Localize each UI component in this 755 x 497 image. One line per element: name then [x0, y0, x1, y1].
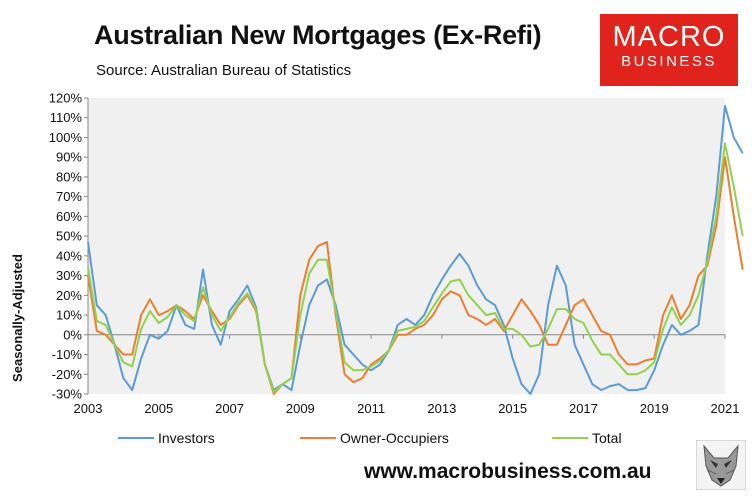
legend-label-owner-occupiers: Owner-Occupiers	[340, 430, 449, 446]
y-tick-label: 80%	[56, 169, 82, 184]
series-line-total	[87, 142, 744, 393]
y-tick-label: 10%	[56, 308, 82, 323]
x-tick-label: 2011	[357, 401, 385, 416]
x-tick-label: 2021	[711, 401, 740, 416]
y-tick-label: 90%	[56, 150, 82, 165]
x-tick-label: 2013	[427, 401, 456, 416]
y-tick-label: 0%	[63, 327, 82, 342]
y-tick-label: 20%	[56, 288, 82, 303]
y-tick-label: 60%	[56, 209, 82, 224]
chart-title: Australian New Mortgages (Ex-Refi)	[94, 20, 542, 50]
logo-line2: BUSINESS	[621, 53, 717, 70]
x-tick-label: 2017	[569, 401, 598, 416]
footer-url[interactable]: www.macrobusiness.com.au	[364, 460, 652, 483]
macrobusiness-logo[interactable]: MACRO BUSINESS	[600, 14, 738, 86]
legend-label-total: Total	[592, 430, 622, 446]
y-tick-label: 120%	[49, 91, 83, 106]
y-tick-label: 40%	[56, 248, 82, 263]
plot-area	[88, 98, 725, 394]
x-tick-label: 2007	[215, 401, 244, 416]
legend-label-investors: Investors	[158, 430, 215, 446]
x-tick-label: 2005	[144, 401, 173, 416]
x-tick-label: 2003	[74, 401, 103, 416]
y-tick-label: -20%	[52, 367, 83, 382]
y-tick-label: 110%	[50, 110, 83, 125]
y-tick-label: -30%	[52, 387, 83, 402]
logo-line1: MACRO	[612, 21, 726, 53]
chart-subtitle: Source: Australian Bureau of Statistics	[96, 62, 352, 79]
x-tick-label: 2015	[498, 401, 527, 416]
y-tick-label: 100%	[49, 130, 83, 145]
y-tick-label: 70%	[56, 189, 82, 204]
y-tick-label: 30%	[56, 268, 82, 283]
x-tick-label: 2019	[640, 401, 669, 416]
y-tick-label: -10%	[52, 347, 83, 362]
fox-icon	[696, 440, 746, 490]
x-tick-label: 2009	[286, 401, 315, 416]
y-tick-label: 50%	[56, 229, 82, 244]
